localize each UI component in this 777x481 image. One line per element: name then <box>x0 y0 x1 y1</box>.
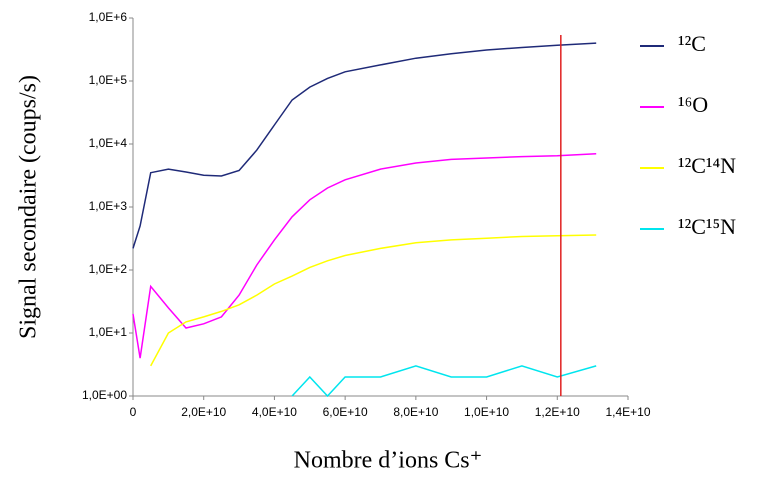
y-tick-label: 1,0E+2 <box>89 262 128 276</box>
x-tick-label: 1,4E+10 <box>605 405 650 419</box>
legend-label: ¹²C¹⁴N <box>678 153 736 178</box>
y-tick-label: 1,0E+3 <box>89 199 128 213</box>
legend-label: ¹⁶O <box>678 92 708 117</box>
series-line <box>291 365 597 398</box>
y-tick-label: 1,0E+5 <box>89 73 128 87</box>
x-tick-label: 8,0E+10 <box>393 405 438 419</box>
x-axis-title: Nombre d’ions Cs⁺ <box>294 448 483 474</box>
y-axis-title: Signal secondaire (coups/s) <box>16 75 42 339</box>
series-line <box>132 42 597 249</box>
x-tick-label: 6,0E+10 <box>323 405 368 419</box>
legend-label: ¹²C¹⁵N <box>678 214 736 239</box>
series-line <box>132 153 597 359</box>
y-tick-label: 1,0E+4 <box>89 136 128 150</box>
x-tick-label: 4,0E+10 <box>252 405 297 419</box>
x-tick-label: 1,0E+10 <box>464 405 509 419</box>
legend-label: ¹²C <box>678 31 706 56</box>
series-line <box>150 234 597 367</box>
y-tick-label: 1,0E+1 <box>89 325 128 339</box>
x-tick-label: 2,0E+10 <box>181 405 226 419</box>
y-tick-label: 1,0E+00 <box>82 388 127 402</box>
y-tick-label: 1,0E+6 <box>89 10 128 24</box>
x-tick-label: 0 <box>130 405 137 419</box>
x-tick-label: 1,2E+10 <box>535 405 580 419</box>
